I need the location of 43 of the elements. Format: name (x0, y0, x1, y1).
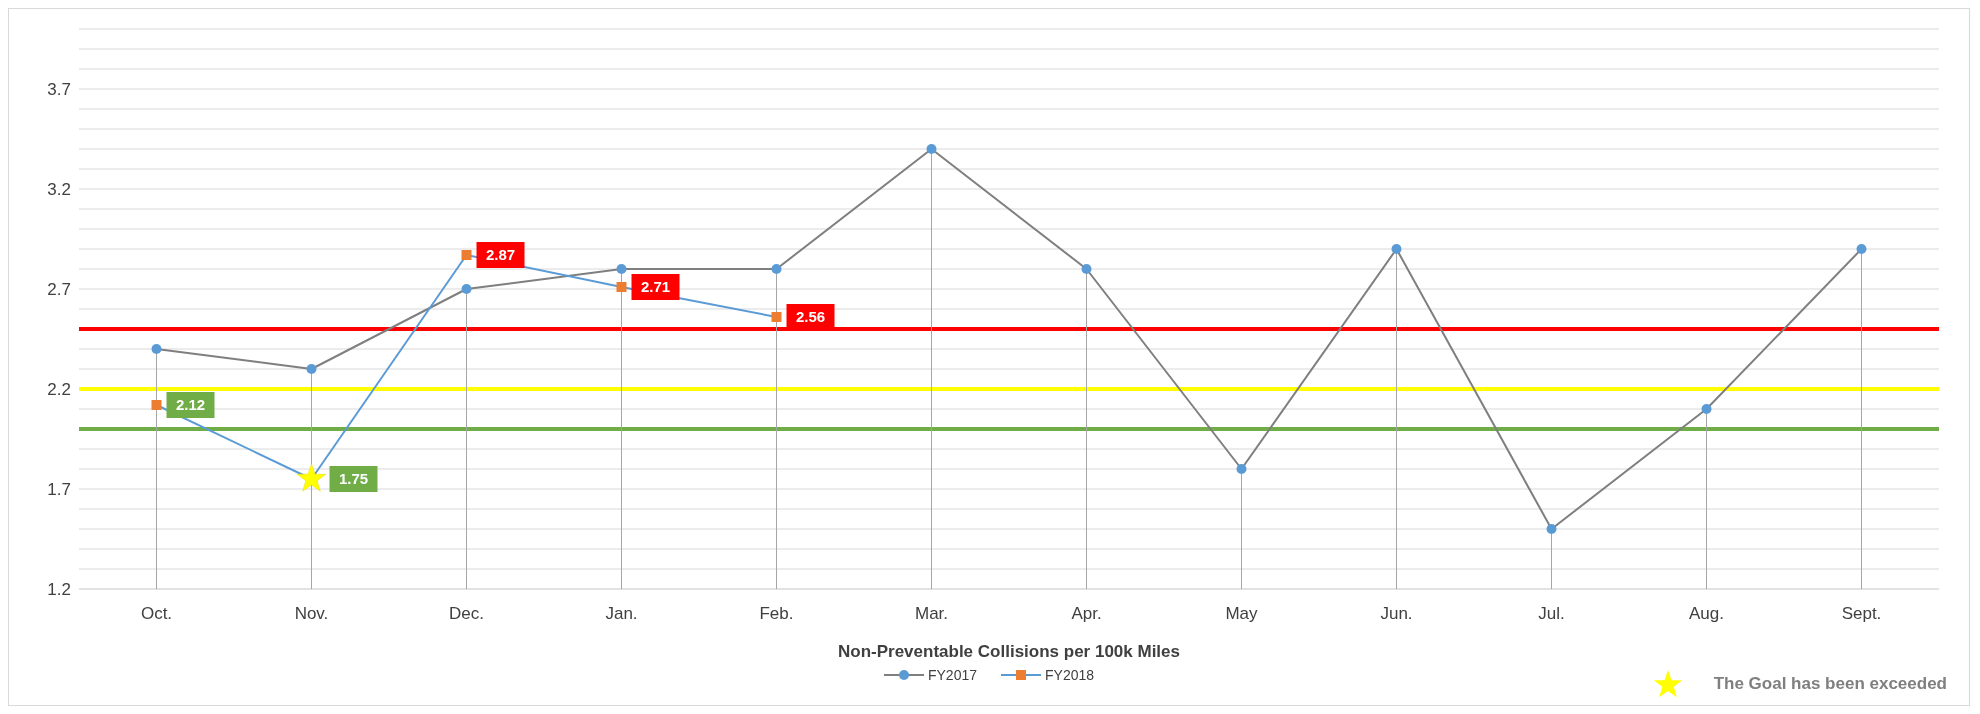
point (771, 312, 782, 322)
point (151, 400, 162, 410)
point (151, 344, 162, 354)
y-tick-label: 3.7 (47, 80, 71, 100)
data-label: 2.56 (795, 308, 826, 325)
point (461, 250, 472, 260)
x-tick-label: Sept. (1841, 604, 1882, 624)
x-tick-label: Jul. (1538, 604, 1565, 624)
x-tick-label: Dec. (449, 604, 484, 624)
legend-label: FY2017 (926, 667, 977, 683)
data-label: 2.12 (175, 396, 206, 413)
y-tick-label: 2.2 (47, 380, 71, 400)
data-label: 1.75 (338, 470, 369, 487)
point (616, 282, 627, 292)
x-tick-label: Jun. (1380, 604, 1413, 624)
point (1081, 264, 1092, 274)
x-tick-label: Feb. (759, 604, 794, 624)
point (1236, 464, 1247, 474)
point (771, 264, 782, 274)
y-tick-label: 3.2 (47, 180, 71, 200)
x-tick-label: May (1225, 604, 1259, 624)
x-tick-label: Oct. (140, 604, 173, 624)
y-tick-label: 2.7 (47, 280, 71, 300)
text: The Goal has been exceeded (1713, 674, 1947, 694)
point (926, 144, 937, 154)
point (306, 364, 317, 374)
legend-label: FY2018 (1044, 667, 1095, 683)
point (1546, 524, 1557, 534)
y-tick-label: 1.7 (47, 480, 71, 500)
x-tick-label: Apr. (1071, 604, 1102, 624)
x-tick-label: Jan. (605, 604, 638, 624)
x-tick-label: Aug. (1689, 604, 1724, 624)
point (1391, 244, 1402, 254)
x-tick-label: Nov. (294, 604, 329, 624)
x-tick-label: Mar. (914, 604, 949, 624)
data-label: 2.87 (485, 246, 516, 263)
data-label: 2.71 (640, 278, 671, 295)
y-tick-label: 1.2 (47, 580, 71, 600)
point (1701, 404, 1712, 414)
point (1856, 244, 1867, 254)
point (461, 284, 472, 294)
x-axis-title: Non-Preventable Collisions per 100k Miles (837, 642, 1181, 661)
point (616, 264, 627, 274)
